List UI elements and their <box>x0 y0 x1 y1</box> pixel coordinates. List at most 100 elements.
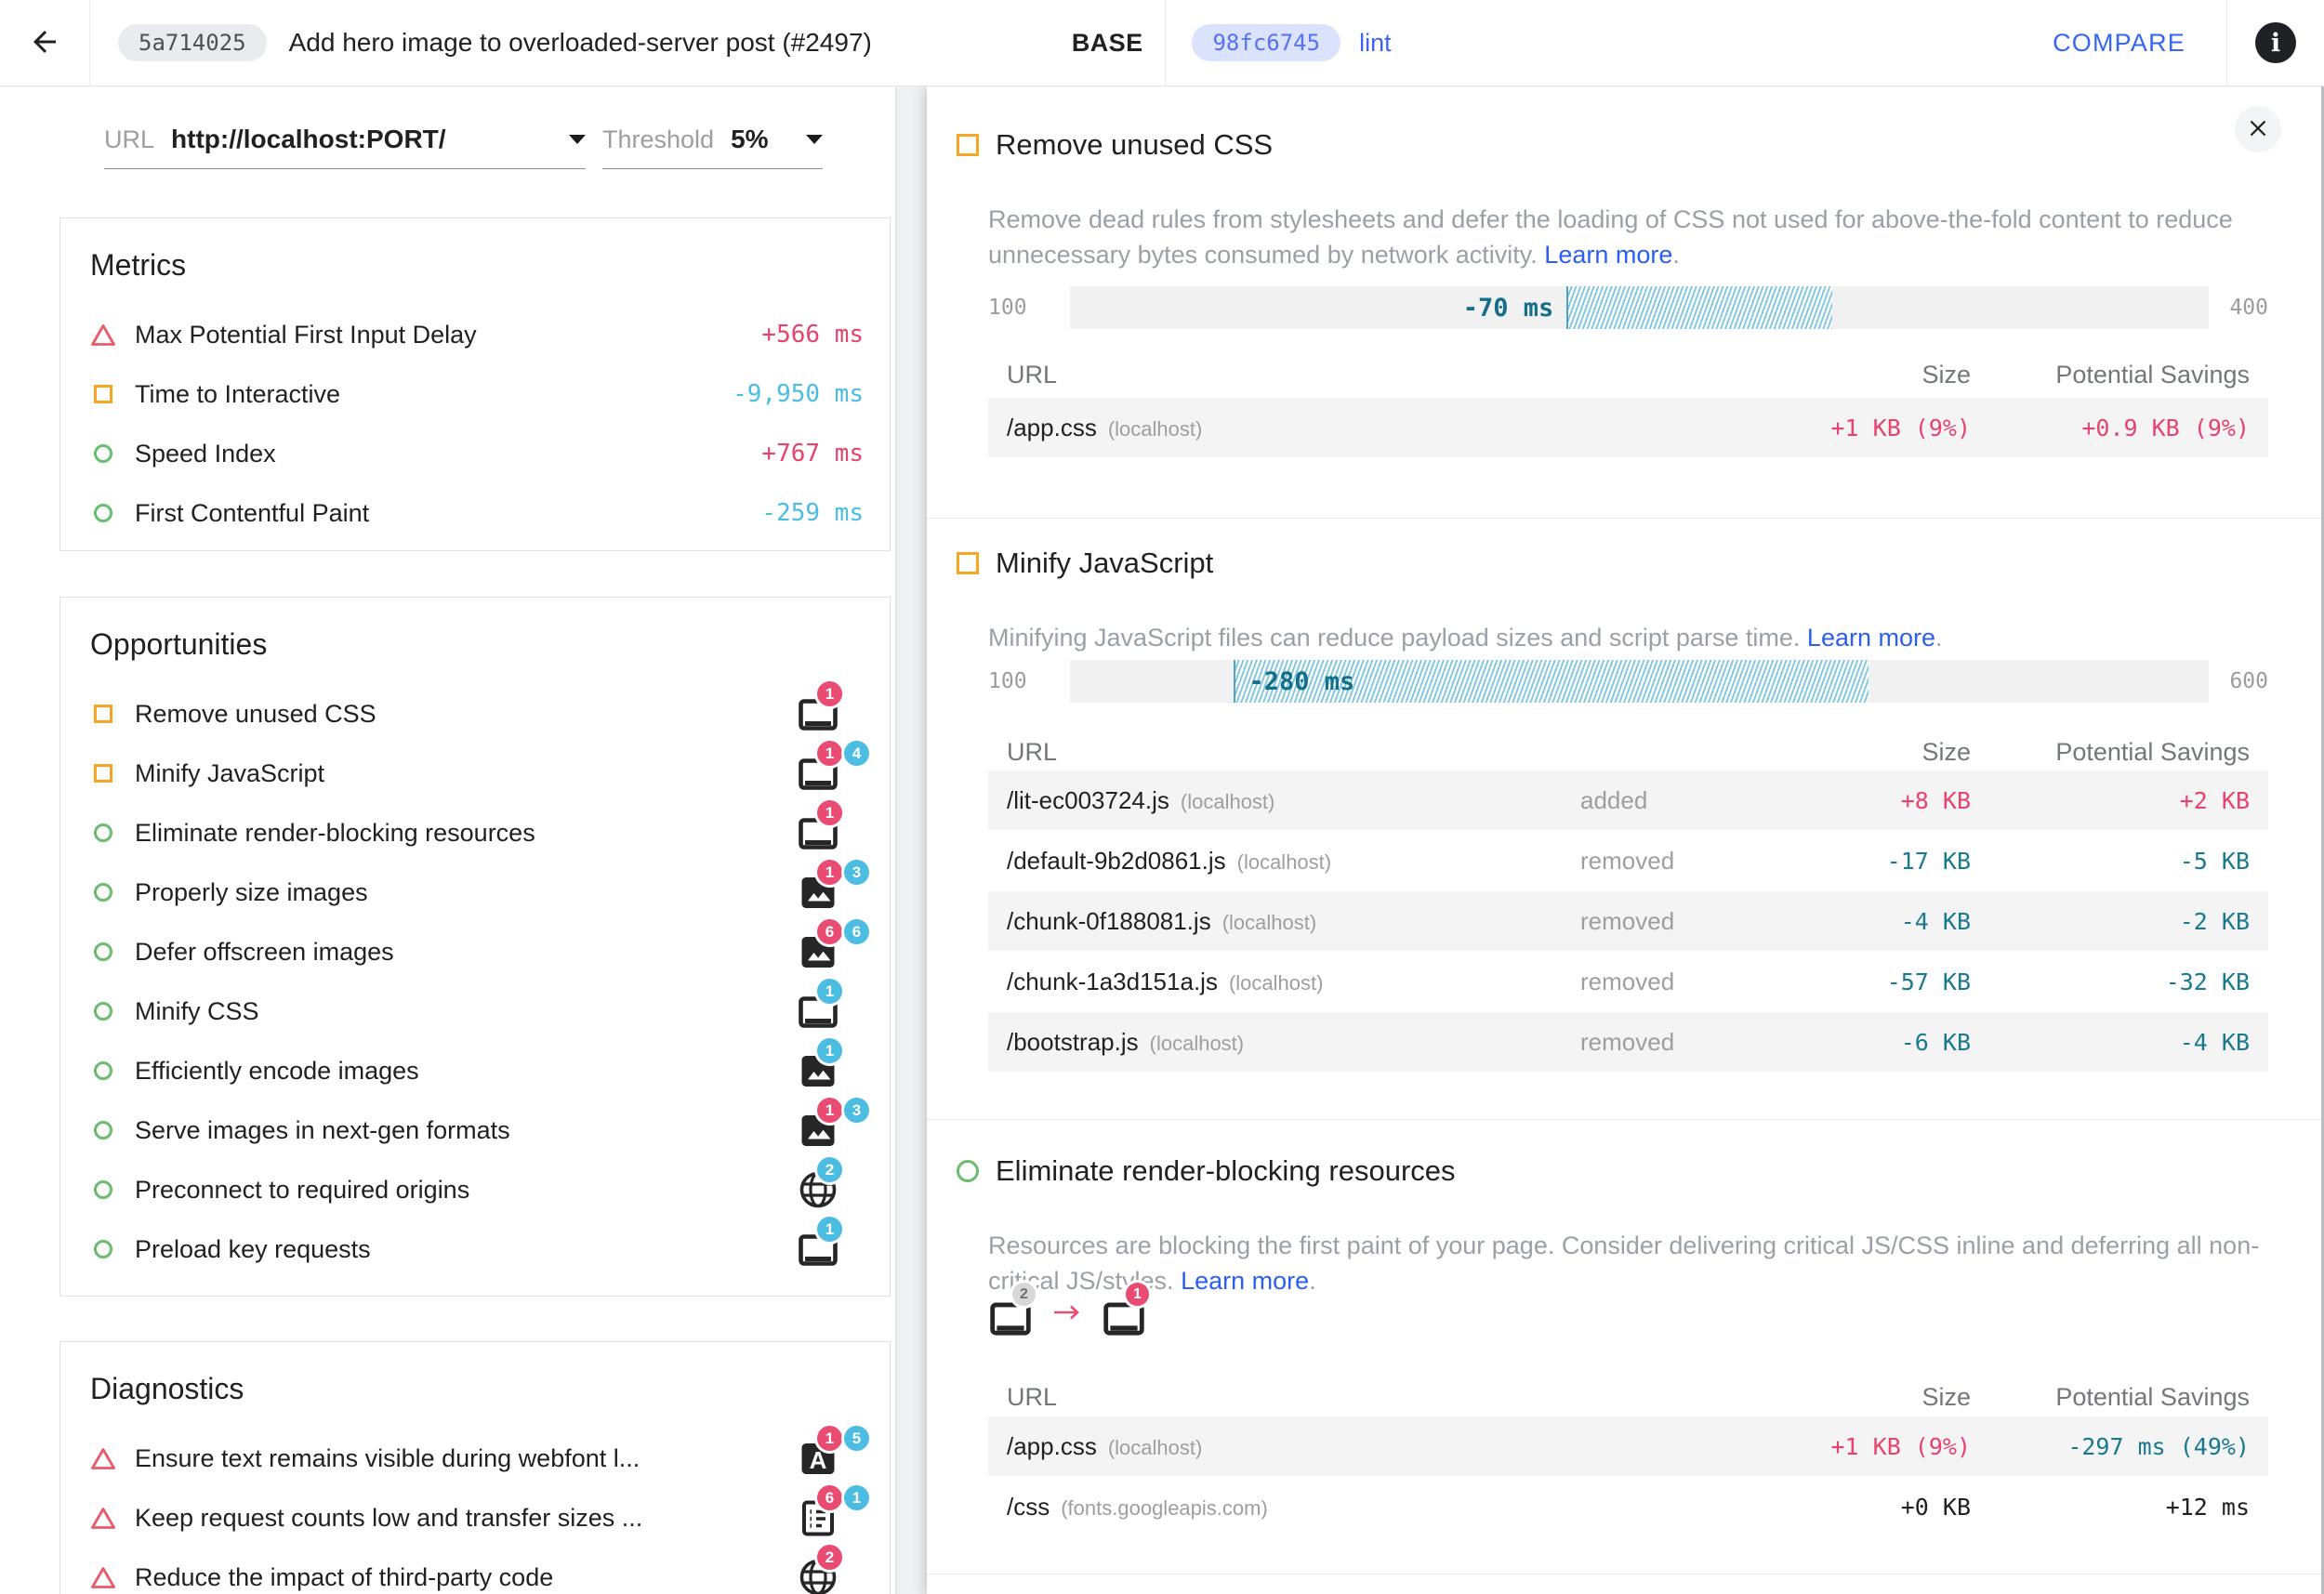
change-status: removed <box>1580 1027 1675 1056</box>
metric-row[interactable]: Max Potential First Input Delay +566 ms <box>86 305 864 364</box>
build-title: Add hero image to overloaded-server post… <box>288 28 872 57</box>
url-path: /app.css <box>1007 1431 1097 1460</box>
document-icon: 1 <box>797 979 842 1033</box>
audit-row-minify-css[interactable]: Minify CSS 1 <box>86 979 864 1041</box>
table-row: /bootstrap.js (localhost) removed -6 KB … <box>988 1012 2268 1072</box>
document-icon: 1 <box>797 681 842 735</box>
topbar-divider <box>2226 0 2227 86</box>
after-count-badge: 1 <box>1126 1283 1149 1306</box>
size-value: +1 KB (9%) <box>1830 1432 1971 1460</box>
audit-row-minify-javascript[interactable]: Minify JavaScript 1 4 <box>86 741 869 803</box>
metric-row[interactable]: Time to Interactive -9,950 ms <box>86 364 864 424</box>
table-row: /app.css (localhost) +1 KB (9%) +0.9 KB … <box>988 398 2268 457</box>
audit-row-webfont-visible[interactable]: Ensure text remains visible during webfo… <box>86 1426 869 1488</box>
url-select[interactable]: URL http://localhost:PORT/ <box>104 125 586 169</box>
audit-label: Minify CSS <box>135 996 259 1025</box>
change-status: removed <box>1580 906 1675 935</box>
warn-square-icon <box>94 705 112 723</box>
audit-row-remove-unused-css[interactable]: Remove unused CSS 1 <box>86 681 864 744</box>
back-button[interactable] <box>0 0 90 86</box>
url-path: /lit-ec003724.js <box>1007 785 1169 814</box>
audit-row-preconnect-origins[interactable]: Preconnect to required origins 2 <box>86 1157 864 1219</box>
bar-track: -280 ms <box>1070 660 2210 703</box>
compare-commit-hash[interactable]: 98fc6745 <box>1192 24 1341 61</box>
close-button[interactable] <box>2235 106 2281 152</box>
scrollbar[interactable] <box>2321 86 2324 1594</box>
url-host: (localhost) <box>1228 970 1324 995</box>
pass-circle-icon <box>94 1121 112 1140</box>
audit-label: Preload key requests <box>135 1234 371 1263</box>
resource-url: /chunk-1a3d151a.js (localhost) <box>1007 968 1580 996</box>
resource-url: /default-9b2d0861.js (localhost) <box>1007 847 1580 876</box>
pass-circle-icon <box>94 444 112 463</box>
audit-row-eliminate-render-blocking[interactable]: Eliminate render-blocking resources 1 <box>86 800 864 863</box>
change-status: removed <box>1580 967 1675 995</box>
section-title: Remove unused CSS <box>996 128 1274 161</box>
url-select-value: http://localhost:PORT/ <box>171 125 446 153</box>
audit-row-preload-key-requests[interactable]: Preload key requests 1 <box>86 1217 864 1279</box>
pass-circle-icon <box>94 1002 112 1021</box>
improvement-badge: 3 <box>844 860 869 885</box>
opportunities-card: Opportunities Remove unused CSS 1 Minify… <box>59 597 891 1297</box>
learn-more-link[interactable]: Learn more <box>1806 624 1935 652</box>
bar-delta-segment <box>1234 660 1869 703</box>
pass-circle-icon <box>94 1061 112 1080</box>
compare-branch-link[interactable]: lint <box>1359 28 1392 57</box>
regression-badge: 1 <box>817 1426 842 1451</box>
regression-badge: 1 <box>817 800 842 825</box>
regression-badge: 1 <box>817 681 842 706</box>
savings-value: +0.9 KB (9%) <box>2081 414 2250 441</box>
audit-row-request-counts[interactable]: Keep request counts low and transfer siz… <box>86 1485 869 1548</box>
warn-square-icon <box>957 552 979 574</box>
error-triangle-icon <box>91 1508 115 1529</box>
savings-value: -32 KB <box>2165 968 2250 995</box>
audit-row-properly-size-images[interactable]: Properly size images 1 3 <box>86 860 869 922</box>
topbar-divider <box>1165 0 1167 86</box>
threshold-select[interactable]: Threshold 5% <box>602 125 823 169</box>
audit-row-efficiently-encode-images[interactable]: Efficiently encode images 1 <box>86 1038 864 1100</box>
table-row: /chunk-1a3d151a.js (localhost) removed -… <box>988 952 2268 1011</box>
back-arrow-icon <box>28 25 61 61</box>
chevron-down-icon <box>806 135 823 144</box>
change-status: added <box>1580 785 1648 814</box>
globe-icon: 2 <box>797 1545 842 1594</box>
bar-delta-label: -70 ms <box>1462 293 1554 323</box>
size-value: +8 KB <box>1900 786 1971 814</box>
metric-row[interactable]: Speed Index +767 ms <box>86 424 864 483</box>
compare-button[interactable]: COMPARE <box>2047 28 2191 59</box>
size-value: -4 KB <box>1900 907 1971 935</box>
audit-row-next-gen-formats[interactable]: Serve images in next-gen formats 1 3 <box>86 1098 869 1160</box>
table-row: /chunk-0f188081.js (localhost) removed -… <box>988 891 2268 951</box>
section-divider <box>927 518 2324 519</box>
audit-detail-panel: Remove unused CSS Remove dead rules from… <box>927 86 2324 1594</box>
savings-value: -297 ms (49%) <box>2067 1432 2250 1460</box>
learn-more-link[interactable]: Learn more <box>1181 1267 1310 1295</box>
pass-circle-icon <box>94 823 112 842</box>
savings-bar: 100 -70 ms 400 <box>988 286 2268 329</box>
size-value: +0 KB <box>1900 1493 1971 1521</box>
learn-more-link[interactable]: Learn more <box>1544 241 1673 269</box>
metric-row[interactable]: First Contentful Paint -259 ms <box>86 483 864 543</box>
info-icon[interactable]: i <box>2255 22 2296 63</box>
table-header: URL Size Potential Savings <box>988 736 2268 768</box>
image-icon: 1 3 <box>797 1098 869 1152</box>
threshold-select-value: 5% <box>731 125 769 153</box>
section-title: Minify JavaScript <box>996 547 1214 579</box>
base-label: BASE <box>1071 28 1143 57</box>
bar-min-label: 100 <box>988 296 1027 320</box>
table-header: URL Size Potential Savings <box>988 359 2268 390</box>
period: . <box>1672 241 1680 269</box>
metric-label: Speed Index <box>135 439 276 468</box>
image-icon: 1 3 <box>797 860 869 914</box>
audit-row-third-party-code[interactable]: Reduce the impact of third-party code 2 <box>86 1545 864 1594</box>
table-row: /css (fonts.googleapis.com) +0 KB +12 ms <box>988 1477 2268 1536</box>
audit-row-defer-offscreen-images[interactable]: Defer offscreen images 6 6 <box>86 919 869 981</box>
table-row: /app.css (localhost) +1 KB (9%) -297 ms … <box>988 1416 2268 1476</box>
improvement-badge: 6 <box>844 919 869 944</box>
size-value: -57 KB <box>1886 968 1971 995</box>
url-host: (localhost) <box>1221 910 1317 934</box>
threshold-select-label: Threshold <box>602 125 715 153</box>
url-path: /app.css <box>1007 413 1097 441</box>
regression-badge: 1 <box>817 741 842 766</box>
